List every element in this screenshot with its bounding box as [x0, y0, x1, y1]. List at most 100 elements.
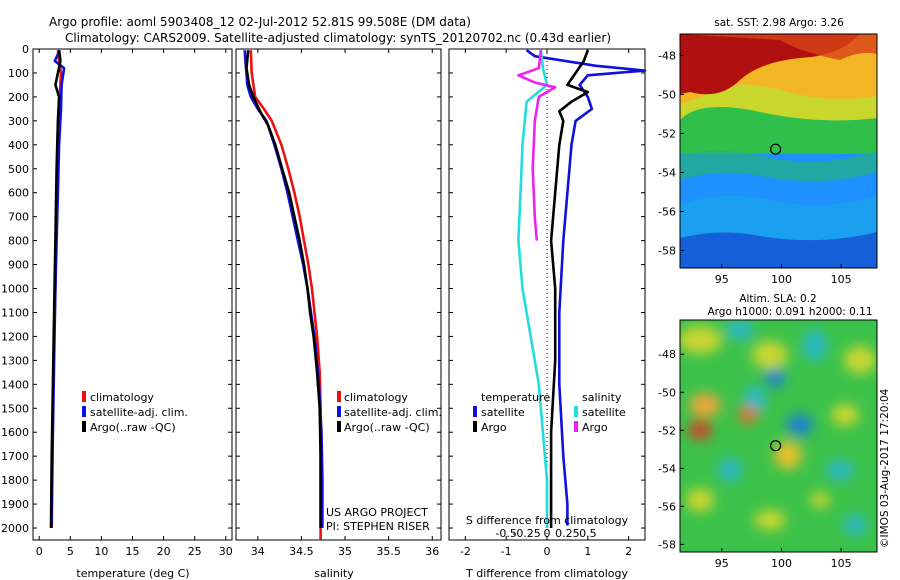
- sst-map-title: sat. SST: 2.98 Argo: 3.26: [714, 17, 844, 29]
- lat-tick-label: -58: [658, 244, 676, 257]
- sla-blob: [752, 341, 788, 369]
- temperature-legend: climatology satellite-adj. clim. Argo(..…: [82, 391, 188, 434]
- sla-blob: [826, 460, 854, 480]
- depth-tick-label: 700: [8, 211, 29, 224]
- depth-tick-label: 0: [22, 43, 29, 56]
- depth-tick-label: 900: [8, 259, 29, 272]
- x-tick-label: 20: [157, 545, 171, 558]
- x-tick-label: 0: [36, 545, 43, 558]
- lon-tick-label: 100: [771, 273, 792, 286]
- sst-map-lat-axis: -48 -50 -52 -54 -56 -58: [658, 49, 684, 257]
- legend-argo: Argo(..raw -QC): [90, 421, 176, 434]
- depth-tick-label: 2000: [1, 522, 29, 535]
- sla-blob: [810, 492, 830, 508]
- sla-blob: [680, 326, 722, 354]
- x-tick-label: 25: [188, 545, 202, 558]
- sla-field: [680, 320, 877, 552]
- difference-panel: -2 -1 0 1 2 -0.5-0.25 0 0.25 0.5 S difference f…: [448, 48, 647, 580]
- salinity-legend: climatology satellite-adj. clim. Argo(..…: [337, 391, 442, 434]
- depth-tick-label: 1100: [1, 306, 29, 319]
- legend-swatch-sal-argo: [574, 421, 578, 432]
- legend-swatch-sal-satellite: [574, 406, 578, 417]
- salinity-panel: 34 34.5 35 35.5 36 salinity climatology sate…: [235, 48, 442, 580]
- lon-tick-label: 95: [715, 557, 729, 570]
- profile-line-salinity-satellite: [517, 50, 549, 528]
- lon-tick-label: 100: [771, 557, 792, 570]
- depth-tick-label: 1800: [1, 474, 29, 487]
- legend-climatology: climatology: [344, 391, 408, 404]
- sst-field: [680, 34, 877, 268]
- temperature-xlabel: temperature (deg C): [76, 567, 189, 580]
- legend-swatch-climatology: [82, 391, 86, 402]
- lat-tick-label: -50: [658, 386, 676, 399]
- salinity-axes-frame: [235, 48, 442, 541]
- sst-band-teal: [680, 150, 877, 182]
- salinity-profile-lines: [243, 50, 324, 540]
- lat-tick-label: -50: [658, 88, 676, 101]
- lat-tick-label: -56: [658, 500, 676, 513]
- x-tick-label: -2: [460, 545, 471, 558]
- x-tick-label: 35: [338, 545, 352, 558]
- depth-tick-label: 400: [8, 139, 29, 152]
- temperature-x-axis: 0 5 10 15 20 25 30: [36, 49, 233, 558]
- lat-tick-label: -48: [658, 348, 676, 361]
- sla-blob: [774, 441, 802, 469]
- sla-blob: [688, 420, 712, 440]
- credit-project: US ARGO PROJECT: [326, 506, 428, 519]
- sla-blob: [831, 404, 859, 426]
- depth-tick-label: 500: [8, 163, 29, 176]
- salinity-xlabel: salinity: [314, 567, 354, 580]
- legend-salinity-title: salinity: [582, 391, 622, 404]
- x-tick-label: 2: [625, 545, 632, 558]
- profile-line-temperature-satellite: [525, 49, 647, 526]
- x-tick-label: -1: [501, 545, 512, 558]
- profile-line-temperature-argo: [549, 49, 590, 528]
- sst-band-redorange: [680, 34, 877, 60]
- sst-map-frame: [679, 33, 878, 269]
- temperature-profile-lines: [49, 49, 66, 529]
- x-tick-label: 35.5: [376, 545, 401, 558]
- x-tick-label: 15: [126, 545, 140, 558]
- profile-line-argo-raw-qc-: [245, 50, 322, 528]
- depth-tick-label: 100: [8, 67, 29, 80]
- salinity-y-ticks: [236, 48, 441, 529]
- legend-swatch-satellite-adj: [82, 406, 86, 417]
- sla-blob: [843, 515, 867, 535]
- sst-map-lon-axis: 95 100 105: [715, 264, 852, 286]
- difference-y-ticks: [449, 48, 645, 529]
- depth-tick-label: 1400: [1, 378, 29, 391]
- sla-blob: [754, 510, 786, 530]
- x-tick-label: 1: [584, 545, 591, 558]
- legend-satellite-adj: satellite-adj. clim.: [344, 406, 442, 419]
- lat-tick-label: -48: [658, 49, 676, 62]
- temperature-axes-frame: [32, 48, 233, 541]
- s-difference-x-axis: -0.5-0.25 0 0.25 0.5: [495, 527, 596, 540]
- s-diff-tick-label: -0.5: [495, 527, 516, 540]
- legend-swatch-temp-argo: [473, 421, 477, 432]
- profile-line-salinity-argo: [517, 50, 557, 241]
- sla-map: Altim. SLA: 0.2 Argo h1000: 0.091 h2000:…: [658, 293, 878, 570]
- sla-blob: [689, 393, 721, 417]
- argo-location-marker: [769, 143, 782, 155]
- legend-swatch-satellite-adj: [337, 406, 341, 417]
- sla-map-title1: Altim. SLA: 0.2: [739, 293, 816, 305]
- depth-tick-label: 200: [8, 91, 29, 104]
- x-tick-label: 34.5: [289, 545, 314, 558]
- lon-tick-label: 105: [831, 557, 852, 570]
- lon-tick-label: 105: [831, 273, 852, 286]
- legend-temperature-title: temperature: [481, 391, 550, 404]
- x-tick-label: 5: [67, 545, 74, 558]
- depth-tick-label: 800: [8, 235, 29, 248]
- depth-tick-label: 1600: [1, 426, 29, 439]
- depth-tick-label: 1300: [1, 354, 29, 367]
- sla-blob: [765, 369, 785, 387]
- salinity-x-axis: 34 34.5 35 35.5 36: [251, 49, 439, 558]
- legend-sal-argo: Argo: [582, 421, 608, 434]
- s-difference-label: S difference from climatology: [466, 514, 629, 527]
- legend-swatch-climatology: [337, 391, 341, 402]
- x-tick-label: 10: [94, 545, 108, 558]
- t-difference-label: T difference from climatology: [465, 567, 628, 580]
- sla-blob: [738, 406, 758, 424]
- profile-line-climatology: [249, 50, 322, 540]
- lat-tick-label: -52: [658, 424, 676, 437]
